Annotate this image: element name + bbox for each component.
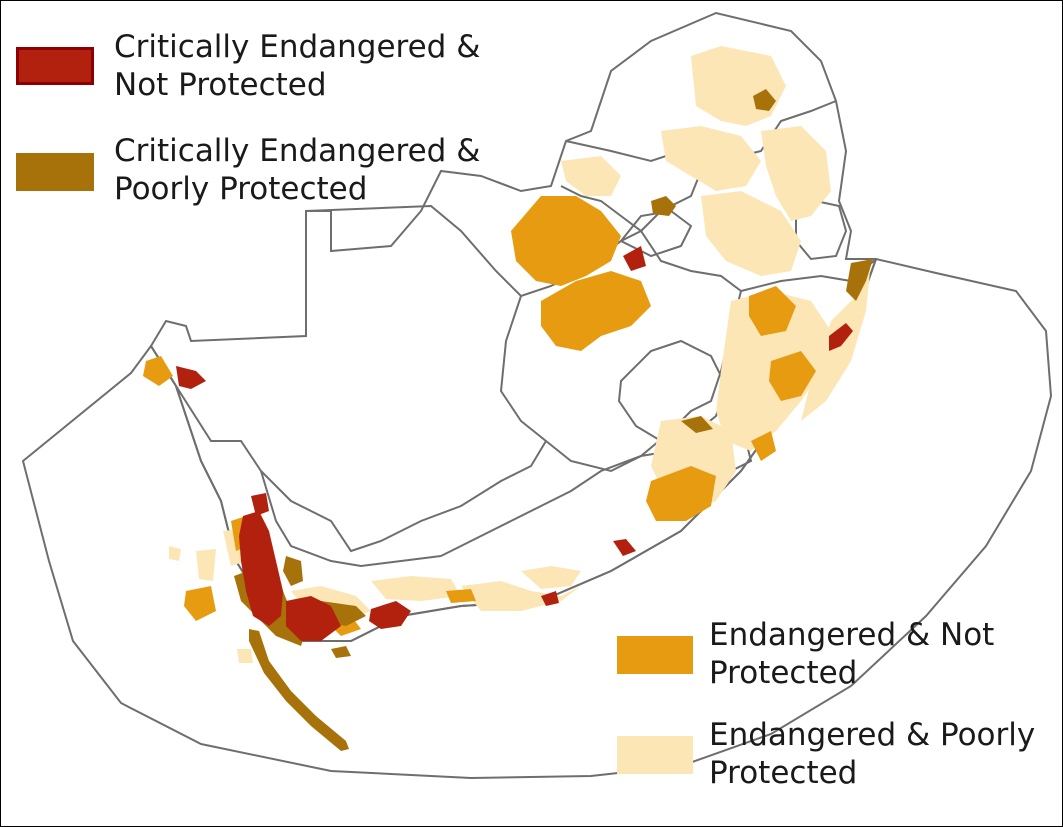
legend-label-endangered-not-protected: Endangered & Not Protected [709, 617, 995, 691]
province-northern-cape [175, 385, 547, 553]
eez-boundary [21, 257, 1053, 780]
province-eastern-cape [440, 390, 762, 557]
ecosystems-critically-endangered-not-protected [176, 246, 853, 641]
ocean-ecosystem-strip [249, 629, 349, 751]
legend-label-critically-endangered-poorly-protected: Critically Endangered & Poorly Protected [114, 133, 481, 207]
legend-swatch-critically-endangered-poorly-protected [16, 153, 94, 191]
national-border [149, 11, 878, 642]
legend-label-critically-endangered-not-protected: Critically Endangered & Not Protected [114, 29, 481, 103]
province-western-cape [260, 470, 442, 568]
ecosystems-endangered-not-protected [143, 196, 816, 636]
legend-label-endangered-poorly-protected: Endangered & Poorly Protected [709, 717, 1036, 791]
legend-swatch-endangered-poorly-protected [617, 736, 693, 774]
legend-swatch-critically-endangered-not-protected [16, 47, 94, 85]
legend-swatch-endangered-not-protected [617, 636, 693, 674]
lesotho [617, 339, 728, 443]
province-gauteng [619, 209, 693, 258]
